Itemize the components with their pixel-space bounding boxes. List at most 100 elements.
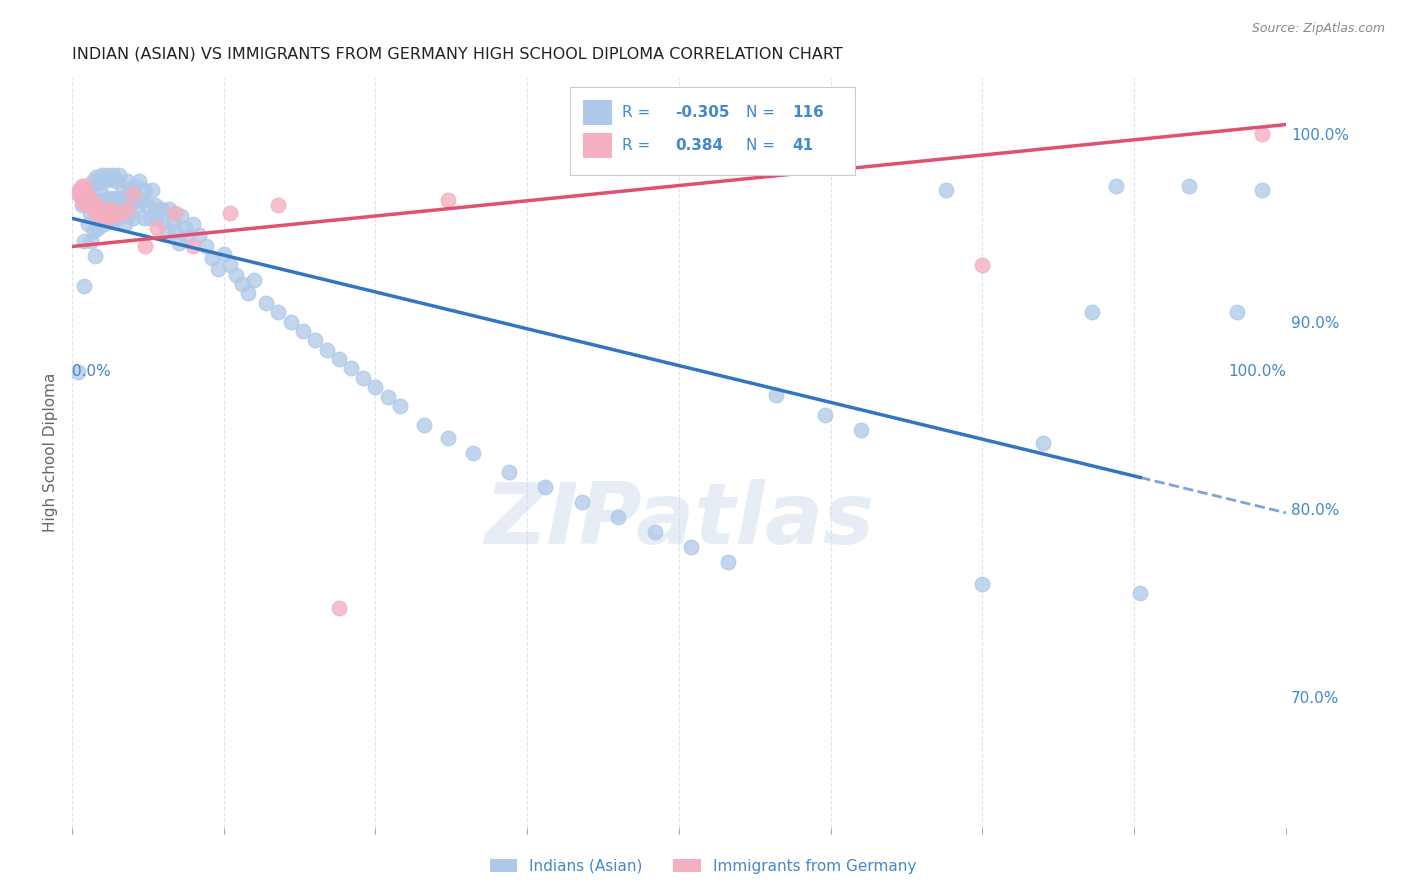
Point xyxy=(94,205,117,219)
Text: 0.0%: 0.0% xyxy=(72,364,111,379)
Point xyxy=(83,196,105,211)
Point xyxy=(101,202,124,216)
Point xyxy=(73,179,96,194)
Point xyxy=(72,196,94,211)
Point xyxy=(105,193,128,207)
Point xyxy=(207,262,229,277)
Point xyxy=(138,211,160,226)
Text: N =: N = xyxy=(745,137,785,153)
Point xyxy=(437,193,460,207)
Point xyxy=(97,191,120,205)
Text: 100.0%: 100.0% xyxy=(1227,364,1286,379)
Point xyxy=(118,208,141,222)
Point xyxy=(93,217,115,231)
Point xyxy=(146,211,169,226)
Point xyxy=(103,191,125,205)
Point xyxy=(112,200,135,214)
FancyBboxPatch shape xyxy=(569,87,855,175)
Point xyxy=(87,196,110,211)
Point xyxy=(111,208,134,222)
Point xyxy=(316,343,339,357)
Point xyxy=(183,239,205,253)
Point xyxy=(77,196,100,211)
Point xyxy=(1250,183,1272,197)
Point xyxy=(103,168,125,182)
Text: INDIAN (ASIAN) VS IMMIGRANTS FROM GERMANY HIGH SCHOOL DIPLOMA CORRELATION CHART: INDIAN (ASIAN) VS IMMIGRANTS FROM GERMAN… xyxy=(72,46,842,62)
Point xyxy=(84,205,107,219)
Point xyxy=(377,390,399,404)
Point xyxy=(267,305,290,319)
Point xyxy=(328,351,350,366)
Text: N =: N = xyxy=(745,104,779,120)
Point xyxy=(121,211,143,226)
Point xyxy=(82,174,104,188)
Point xyxy=(194,239,217,253)
Point xyxy=(111,181,134,195)
Point xyxy=(79,181,101,195)
Point xyxy=(128,174,150,188)
Point xyxy=(67,365,90,379)
Point xyxy=(1032,436,1054,450)
Point xyxy=(388,399,411,413)
Point xyxy=(79,205,101,219)
Point xyxy=(236,286,259,301)
Point xyxy=(96,168,118,182)
Point xyxy=(267,198,290,212)
Point xyxy=(644,524,666,539)
Point xyxy=(104,174,127,188)
Point xyxy=(110,191,132,205)
Point xyxy=(157,202,180,216)
Point xyxy=(70,198,93,212)
Point xyxy=(571,494,593,508)
Point xyxy=(114,217,136,231)
Text: Source: ZipAtlas.com: Source: ZipAtlas.com xyxy=(1251,22,1385,36)
Point xyxy=(437,431,460,445)
Point xyxy=(1105,179,1128,194)
Point xyxy=(107,211,129,226)
Point xyxy=(87,205,110,219)
Point xyxy=(73,278,96,293)
Point xyxy=(162,215,184,229)
Point xyxy=(413,417,436,432)
Text: R =: R = xyxy=(621,104,655,120)
Point xyxy=(814,409,837,423)
Point xyxy=(84,170,107,185)
Point xyxy=(76,217,98,231)
Point xyxy=(146,220,169,235)
Text: ZIPatlas: ZIPatlas xyxy=(484,479,875,562)
Point xyxy=(143,198,166,212)
Point xyxy=(117,193,139,207)
Point xyxy=(461,446,484,460)
Point xyxy=(156,227,179,241)
Point xyxy=(1250,127,1272,141)
Point xyxy=(498,465,520,479)
Point xyxy=(1178,179,1201,194)
Point xyxy=(243,273,266,287)
Point xyxy=(73,234,96,248)
Point xyxy=(167,235,190,250)
Point xyxy=(108,168,131,182)
Point xyxy=(70,179,93,194)
Point xyxy=(67,183,90,197)
Point xyxy=(89,174,111,188)
Point xyxy=(87,176,110,190)
Point xyxy=(75,196,97,211)
Point xyxy=(79,193,101,207)
Point xyxy=(183,217,205,231)
Point xyxy=(218,205,240,219)
Text: R =: R = xyxy=(621,137,659,153)
Point xyxy=(170,210,193,224)
Point xyxy=(115,174,138,188)
Point xyxy=(176,230,198,244)
Point xyxy=(280,314,302,328)
Point xyxy=(1080,305,1102,319)
Point xyxy=(98,172,121,186)
Point xyxy=(352,371,374,385)
Point xyxy=(103,211,125,226)
Y-axis label: High School Diploma: High School Diploma xyxy=(44,373,58,533)
Point xyxy=(90,211,112,226)
Point xyxy=(165,224,187,238)
Point xyxy=(121,186,143,201)
Point xyxy=(97,211,120,226)
Point xyxy=(174,220,197,235)
